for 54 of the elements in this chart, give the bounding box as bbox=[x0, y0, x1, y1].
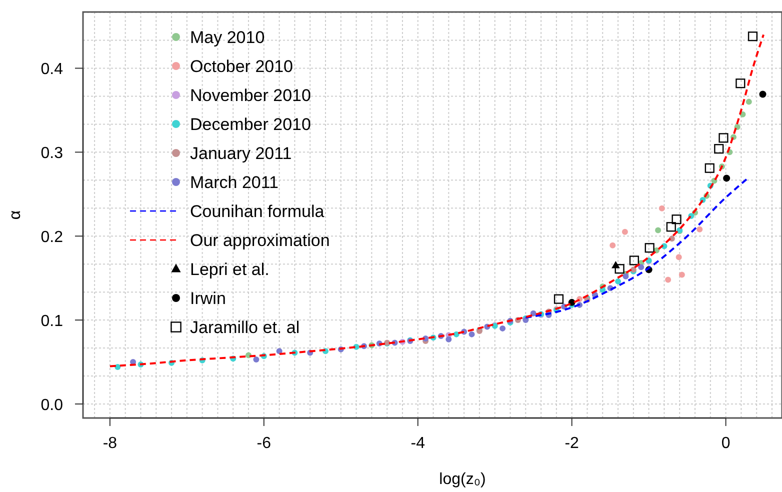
point bbox=[530, 310, 536, 316]
x-tick-label: -2 bbox=[564, 435, 580, 452]
point bbox=[672, 214, 682, 224]
point bbox=[554, 294, 564, 304]
y-tick-label: 0.0 bbox=[40, 396, 64, 414]
point bbox=[629, 256, 639, 266]
x-tick-label: -4 bbox=[410, 435, 426, 452]
legend-label: December 2010 bbox=[190, 115, 311, 134]
point bbox=[696, 226, 703, 232]
point bbox=[655, 227, 662, 234]
y-tick-label: 0.1 bbox=[40, 313, 64, 330]
point bbox=[748, 32, 758, 42]
point bbox=[622, 228, 628, 235]
point bbox=[736, 78, 746, 88]
point bbox=[614, 264, 624, 274]
point bbox=[276, 348, 282, 354]
point bbox=[253, 356, 260, 362]
point bbox=[723, 174, 730, 182]
legend-label: May 2010 bbox=[190, 28, 265, 47]
legend-label: Irwin bbox=[190, 289, 226, 308]
point bbox=[714, 144, 724, 154]
point bbox=[644, 243, 654, 253]
point bbox=[622, 273, 629, 280]
legend-label: January 2011 bbox=[190, 144, 292, 163]
point bbox=[665, 276, 672, 283]
legend-label: October 2010 bbox=[190, 57, 294, 76]
y-tick-label: 0.3 bbox=[40, 145, 64, 162]
point bbox=[446, 336, 452, 342]
legend-label: Lepri et al. bbox=[190, 260, 270, 279]
point bbox=[638, 264, 644, 270]
point bbox=[718, 133, 728, 143]
point bbox=[678, 272, 685, 278]
x-tick-label: -8 bbox=[102, 435, 118, 452]
x-axis-title: log(z₀) bbox=[439, 471, 486, 488]
legend-label: November 2010 bbox=[190, 86, 311, 105]
point bbox=[500, 325, 506, 332]
point bbox=[666, 222, 676, 232]
y-tick-label: 0.4 bbox=[40, 61, 64, 78]
point bbox=[704, 163, 714, 173]
point bbox=[676, 254, 682, 260]
y-tick-label: 0.2 bbox=[40, 229, 64, 246]
legend-label: Our approximation bbox=[190, 231, 330, 250]
point bbox=[610, 242, 616, 248]
point bbox=[658, 205, 665, 212]
point bbox=[759, 90, 766, 98]
point bbox=[468, 331, 475, 338]
point bbox=[746, 98, 752, 105]
y-axis-title: α bbox=[7, 210, 24, 220]
point bbox=[615, 278, 622, 284]
x-tick-label: 0 bbox=[721, 435, 730, 452]
legend-label: March 2011 bbox=[190, 173, 279, 192]
legend-label: Jaramillo et. al bbox=[190, 318, 300, 337]
x-tick-label: -6 bbox=[256, 435, 272, 452]
legend-label: Counihan formula bbox=[190, 202, 325, 221]
